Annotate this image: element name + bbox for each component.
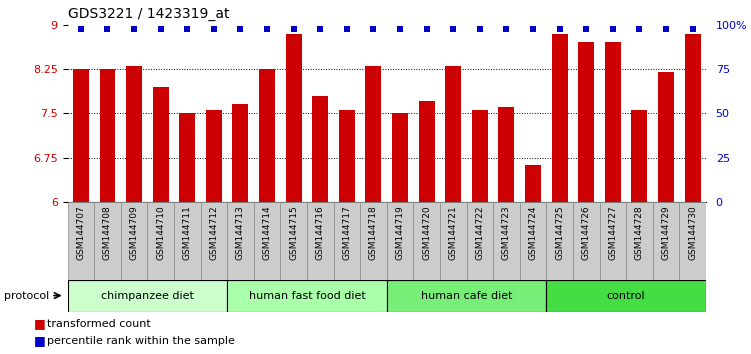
Bar [552,34,568,202]
Bar [174,202,201,280]
Text: GSM144710: GSM144710 [156,206,165,261]
Bar [605,42,621,202]
Text: GSM144713: GSM144713 [236,206,245,261]
Bar [493,202,520,280]
Bar [626,202,653,280]
Bar [312,96,328,202]
Bar [499,107,514,202]
Bar [254,202,280,280]
Text: GSM144727: GSM144727 [608,206,617,260]
Text: GSM144726: GSM144726 [582,206,591,260]
Text: GSM144718: GSM144718 [369,206,378,261]
Bar [413,202,440,280]
Bar [445,66,461,202]
Bar [366,66,382,202]
Text: GSM144716: GSM144716 [315,206,324,261]
Text: GSM144714: GSM144714 [263,206,272,260]
Bar [259,69,275,202]
Bar [94,202,121,280]
Bar [440,202,466,280]
Text: GSM144715: GSM144715 [289,206,298,261]
Bar [680,202,706,280]
Bar [547,202,573,280]
Text: GSM144722: GSM144722 [475,206,484,260]
Text: chimpanzee diet: chimpanzee diet [101,291,194,301]
Text: GSM144730: GSM144730 [688,206,697,261]
Text: human cafe diet: human cafe diet [421,291,512,301]
Bar [68,280,228,312]
Text: GSM144719: GSM144719 [396,206,405,261]
Text: ■: ■ [34,334,46,347]
Bar [285,34,302,202]
Bar [658,72,674,202]
Bar [360,202,387,280]
Text: GSM144708: GSM144708 [103,206,112,261]
Text: GSM144711: GSM144711 [182,206,192,261]
Text: control: control [607,291,645,301]
Bar [653,202,680,280]
Bar [307,202,333,280]
Bar [632,110,647,202]
Text: human fast food diet: human fast food diet [249,291,365,301]
Text: GSM144712: GSM144712 [210,206,219,260]
Bar [573,202,599,280]
Text: GSM144729: GSM144729 [662,206,671,260]
Bar [392,113,408,202]
Bar [147,202,174,280]
Bar [73,69,89,202]
Bar [387,202,413,280]
Text: GSM144707: GSM144707 [77,206,86,261]
Bar [68,202,94,280]
Bar [121,202,147,280]
Text: protocol: protocol [4,291,49,301]
Text: ■: ■ [34,318,46,330]
Bar [126,66,142,202]
Text: transformed count: transformed count [47,319,151,329]
Text: GSM144723: GSM144723 [502,206,511,260]
Bar [599,202,626,280]
Text: GSM144724: GSM144724 [529,206,538,260]
Text: GDS3221 / 1423319_at: GDS3221 / 1423319_at [68,7,229,21]
Bar [520,202,547,280]
Bar [179,113,195,202]
Bar [685,34,701,202]
Bar [578,42,594,202]
Bar [466,202,493,280]
Text: GSM144721: GSM144721 [449,206,458,260]
Text: GSM144720: GSM144720 [422,206,431,260]
Bar [201,202,228,280]
Bar [525,165,541,202]
Bar [419,102,435,202]
Bar [99,69,116,202]
Bar [333,202,360,280]
Text: GSM144709: GSM144709 [130,206,139,261]
Bar [206,110,222,202]
Bar [339,110,354,202]
Bar [280,202,307,280]
Text: GSM144725: GSM144725 [555,206,564,260]
Bar [233,104,249,202]
Text: percentile rank within the sample: percentile rank within the sample [47,336,235,346]
Bar [152,87,169,202]
Text: GSM144717: GSM144717 [342,206,351,261]
Text: GSM144728: GSM144728 [635,206,644,260]
Bar [472,110,488,202]
Bar [387,280,547,312]
Bar [228,280,387,312]
Bar [228,202,254,280]
Bar [547,280,706,312]
